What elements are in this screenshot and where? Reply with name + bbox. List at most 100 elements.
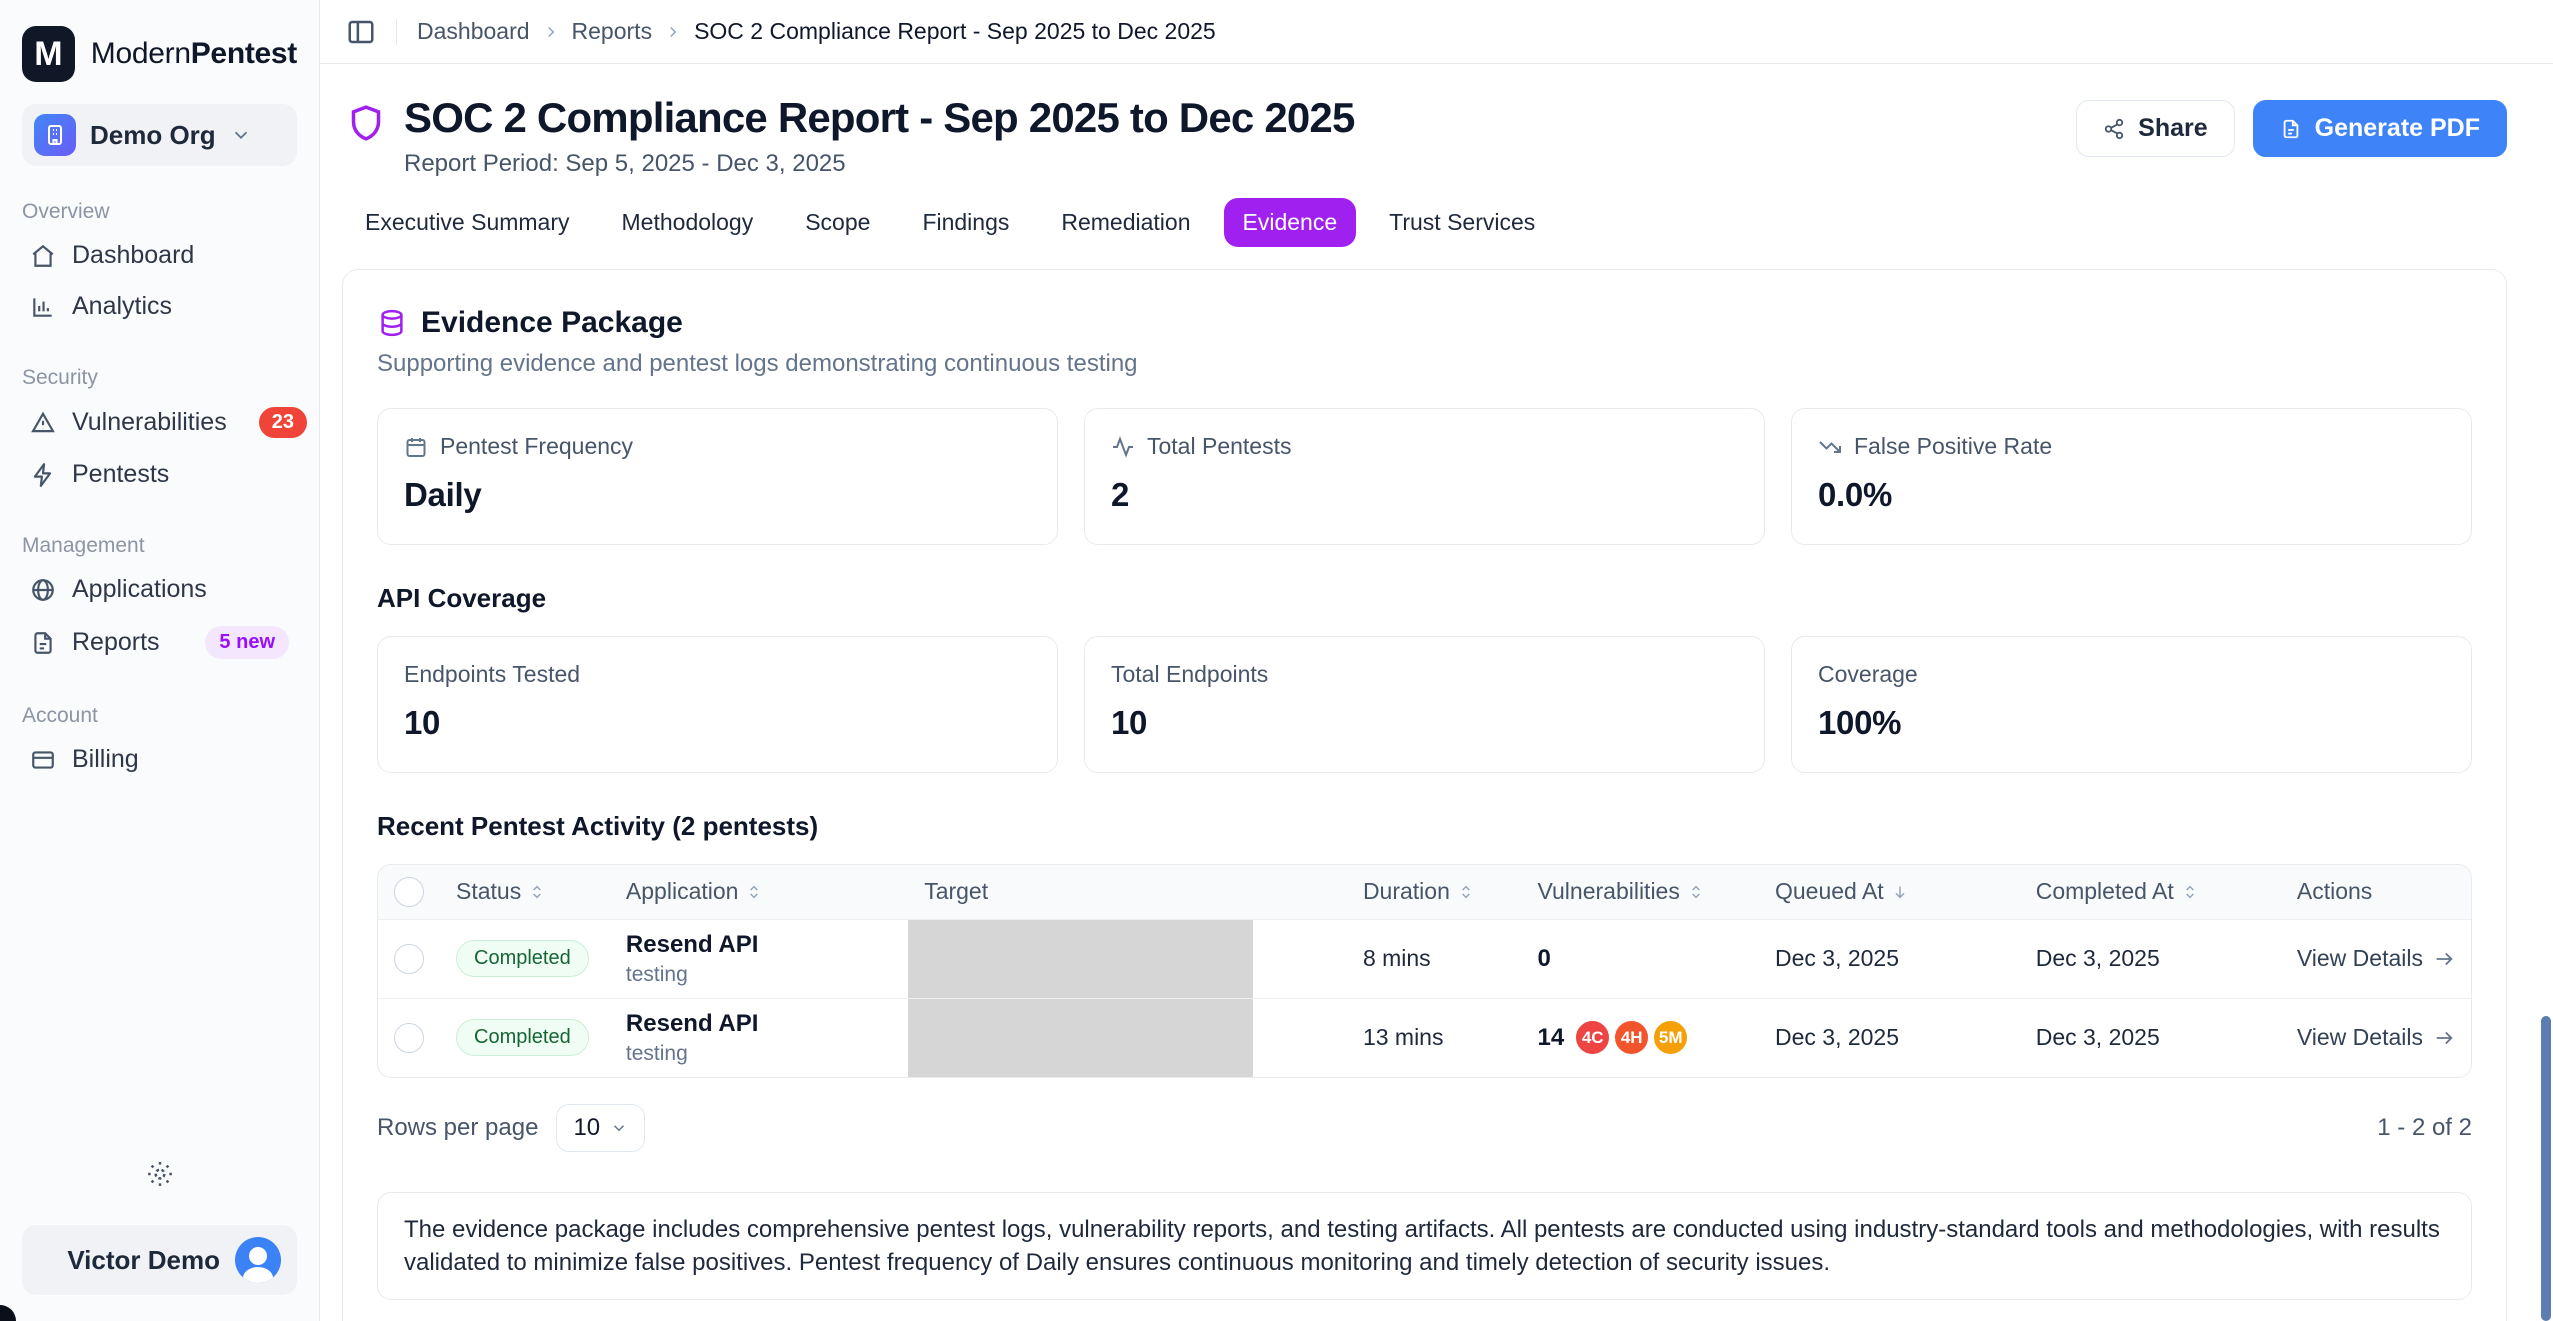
row-checkbox[interactable] — [394, 1022, 424, 1053]
trending-down-icon — [1818, 435, 1842, 459]
chevron-down-icon — [230, 124, 252, 146]
user-menu[interactable]: Victor Demo — [22, 1225, 297, 1295]
sort-desc-icon — [1892, 884, 1908, 900]
severity-badge-high: 4H — [1613, 1019, 1651, 1056]
scrollbar-thumb[interactable] — [2541, 1016, 2551, 1321]
stat-label: Total Endpoints — [1111, 661, 1269, 687]
stat-card-endpoints-tested: Endpoints Tested 10 — [377, 636, 1058, 773]
org-name: Demo Org — [90, 119, 216, 150]
arrow-right-icon — [2433, 1027, 2455, 1049]
severity-badge-critical: 4C — [1574, 1019, 1612, 1056]
building-icon — [34, 114, 76, 156]
sidebar-item-label: Analytics — [72, 292, 173, 320]
column-header-completed-at[interactable]: Completed At — [2036, 878, 2265, 905]
sidebar-item-label: Billing — [72, 745, 139, 773]
queued-at-cell: Dec 3, 2025 — [1758, 997, 2020, 1077]
chevron-right-icon — [542, 23, 560, 41]
shield-icon — [346, 100, 386, 146]
sidebar-item-label: Vulnerabilities — [72, 408, 227, 436]
file-text-icon — [2280, 118, 2302, 140]
section-label-account: Account — [22, 704, 98, 727]
stat-label: Endpoints Tested — [404, 661, 581, 687]
sidebar-item-vulnerabilities[interactable]: Vulnerabilities 23 — [22, 396, 307, 449]
file-text-icon — [30, 630, 56, 656]
stat-value: 0.0% — [1818, 476, 1893, 513]
sidebar-item-billing[interactable]: Billing — [22, 734, 297, 785]
api-coverage-heading: API Coverage — [377, 583, 547, 613]
evidence-panel: Evidence Package Supporting evidence and… — [342, 269, 2507, 1321]
stat-value: 100% — [1818, 704, 1902, 741]
column-header-application[interactable]: Application — [626, 878, 892, 905]
tab-evidence[interactable]: Evidence — [1223, 198, 1357, 247]
view-details-link[interactable]: View Details — [2297, 945, 2455, 972]
column-header-actions: Actions — [2296, 878, 2373, 905]
stat-label: Pentest Frequency — [440, 433, 634, 459]
stat-card-total-endpoints: Total Endpoints 10 — [1084, 636, 1765, 773]
sort-icon — [746, 884, 762, 900]
sidebar-toggle-icon[interactable] — [346, 17, 376, 47]
column-header-target: Target — [924, 878, 989, 905]
application-name: Resend API — [625, 1009, 759, 1037]
breadcrumb: Dashboard Reports SOC 2 Compliance Repor… — [417, 18, 1216, 45]
chevron-down-icon — [610, 1119, 628, 1137]
theme-toggle-button[interactable] — [22, 1149, 297, 1199]
target-redacted-block — [908, 919, 1254, 998]
vuln-count: 14 — [1537, 1023, 1565, 1051]
queued-at-cell: Dec 3, 2025 — [1758, 918, 2020, 998]
tab-methodology[interactable]: Methodology — [621, 209, 754, 235]
user-name: Victor Demo — [67, 1244, 220, 1275]
sidebar-item-pentests[interactable]: Pentests — [22, 449, 297, 500]
status-badge: Completed — [456, 1019, 589, 1056]
tab-executive-summary[interactable]: Executive Summary — [365, 209, 570, 235]
stat-label: Total Pentests — [1147, 433, 1292, 459]
pentest-activity-table: Status Application Target Duration Vulne… — [377, 864, 2472, 1078]
sidebar-item-analytics[interactable]: Analytics — [22, 281, 297, 332]
section-label-management: Management — [22, 534, 145, 557]
main-content: Dashboard Reports SOC 2 Compliance Repor… — [320, 0, 2553, 1321]
view-details-link[interactable]: View Details — [2297, 1024, 2455, 1051]
tab-findings[interactable]: Findings — [922, 209, 1010, 235]
column-header-queued-at[interactable]: Queued At — [1775, 878, 2004, 905]
stat-value: 2 — [1111, 476, 1130, 513]
org-selector[interactable]: Demo Org — [22, 104, 297, 166]
evidence-summary-text: The evidence package includes comprehens… — [377, 1191, 2472, 1300]
column-header-vulnerabilities[interactable]: Vulnerabilities — [1538, 878, 1743, 905]
tab-remediation[interactable]: Remediation — [1061, 209, 1191, 235]
stat-value: 10 — [404, 704, 441, 741]
sort-icon — [1688, 884, 1704, 900]
share-label: Share — [2138, 114, 2208, 142]
page-title: SOC 2 Compliance Report - Sep 2025 to De… — [404, 94, 1355, 141]
stat-card-total-pentests: Total Pentests 2 — [1084, 408, 1765, 545]
report-period: Report Period: Sep 5, 2025 - Dec 3, 2025 — [404, 150, 846, 177]
column-header-status[interactable]: Status — [456, 878, 594, 905]
application-name: Resend API — [625, 930, 759, 958]
generate-pdf-button[interactable]: Generate PDF — [2252, 100, 2507, 157]
duration-cell: 13 mins — [1346, 997, 1522, 1077]
sidebar-item-reports[interactable]: Reports 5 new — [22, 615, 297, 670]
breadcrumb-dashboard[interactable]: Dashboard — [417, 18, 530, 44]
stat-value: 10 — [1111, 704, 1148, 741]
share-button[interactable]: Share — [2076, 100, 2235, 157]
sidebar-item-applications[interactable]: Applications — [22, 564, 297, 615]
breadcrumb-reports[interactable]: Reports — [571, 18, 653, 44]
stat-label: Coverage — [1818, 661, 1918, 687]
tab-scope[interactable]: Scope — [805, 209, 871, 235]
app-logo: M ModernPentest — [22, 26, 297, 82]
user-icon — [235, 1237, 281, 1283]
generate-pdf-label: Generate PDF — [2314, 114, 2480, 142]
select-all-checkbox[interactable] — [394, 876, 424, 907]
database-icon — [377, 308, 407, 338]
stat-card-false-positive-rate: False Positive Rate 0.0% — [1791, 408, 2472, 545]
rows-per-page-select[interactable]: 10 — [556, 1103, 646, 1152]
calendar-icon — [404, 435, 428, 459]
credit-card-icon — [30, 747, 56, 773]
tab-trust-services[interactable]: Trust Services — [1389, 209, 1536, 235]
row-checkbox[interactable] — [394, 943, 424, 974]
sidebar-item-dashboard[interactable]: Dashboard — [22, 230, 297, 281]
column-header-duration[interactable]: Duration — [1363, 878, 1506, 905]
reports-new-badge: 5 new — [205, 626, 289, 659]
recent-activity-heading: Recent Pentest Activity (2 pentests) — [377, 811, 819, 841]
sidebar-item-label: Dashboard — [72, 241, 195, 269]
share-icon — [2103, 118, 2125, 140]
table-header-row: Status Application Target Duration Vulne… — [378, 865, 2471, 919]
